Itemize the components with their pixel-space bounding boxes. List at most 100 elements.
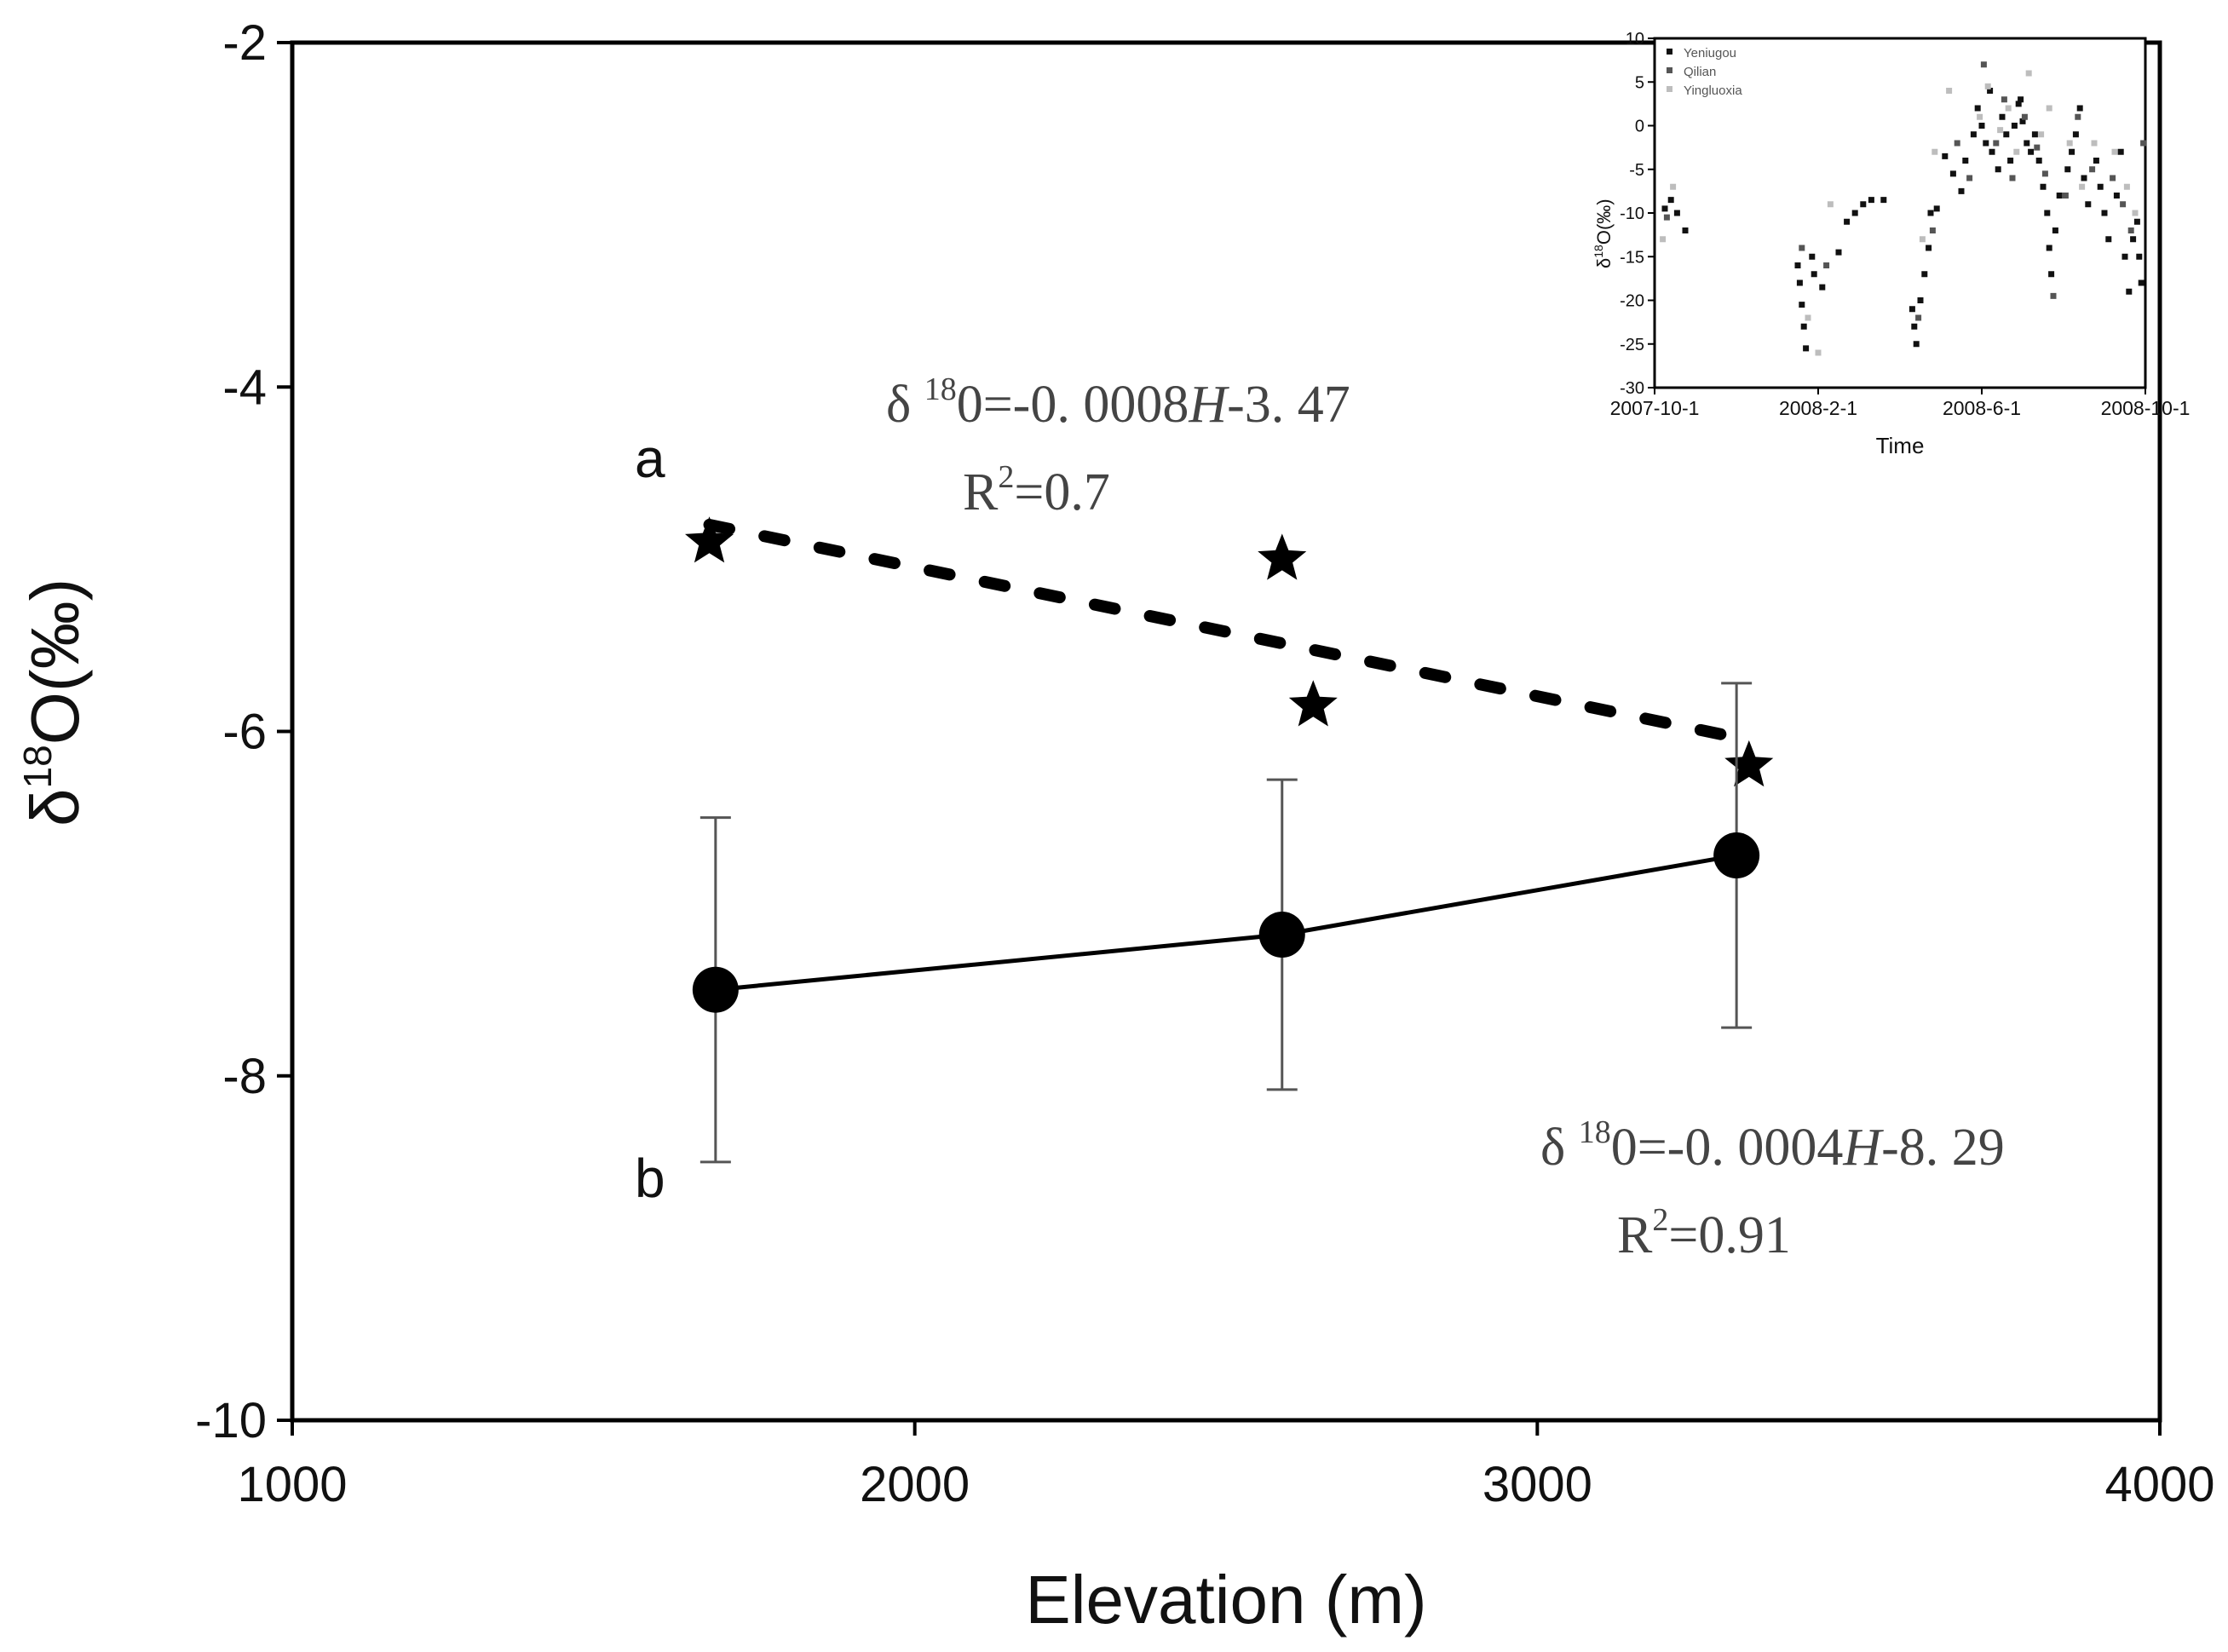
inset-plot-frame (1653, 37, 2147, 389)
inset-point-yeniugou (1800, 323, 1807, 330)
inset-point-yeniugou (1811, 271, 1817, 278)
inset-point-yingluoxia (2038, 131, 2045, 138)
inset-point-qilian (2001, 96, 2007, 103)
inset-point-yeniugou (2003, 131, 2010, 138)
equation-a-prefix: δ (886, 376, 924, 434)
inset-x-tick-label: 2008-10-1 (2101, 397, 2191, 419)
inset-y-axis-title: δ18O(‰) (1592, 199, 1615, 268)
series-b-group (692, 682, 1760, 1164)
inset-point-yeniugou (1803, 345, 1810, 352)
inset-point-yeniugou (1796, 279, 1803, 286)
equation-a-tail: -3. 47 (1227, 376, 1350, 434)
inset-point-yeniugou (2018, 96, 2024, 103)
inset-point-yeniugou (2064, 166, 2071, 173)
inset-point-yeniugou (1682, 227, 1689, 233)
inset-point-yeniugou (1927, 210, 1934, 216)
inset-point-yeniugou (1983, 140, 1989, 147)
inset-point-yeniugou (2130, 236, 2137, 243)
inset-point-yeniugou (1835, 249, 1842, 256)
r-squared-b: R2=0.91 (1617, 1202, 1791, 1264)
inset-y-axis-title-sup: 18 (1592, 245, 1605, 258)
inset-point-yeniugou (2052, 227, 2058, 233)
inset-point-yingluoxia (1805, 314, 1811, 321)
inset-point-yeniugou (1809, 253, 1816, 260)
inset-y-axis-title-delta: δ (1593, 258, 1615, 268)
inset-point-yeniugou (2028, 148, 2035, 155)
inset-point-yeniugou (2024, 140, 2030, 147)
inset-y-tick-label: 10 (1626, 30, 1644, 49)
inset-legend-swatch (1667, 67, 1672, 73)
series-b-circle-point (1713, 832, 1760, 879)
x-tick-label: 3000 (1482, 1457, 1592, 1512)
equation-b-italic: H (1842, 1119, 1884, 1177)
inset-point-yeniugou (1987, 88, 1994, 94)
y-axis-title-sup: 18 (15, 745, 60, 788)
r-squared-a-sup: 2 (998, 459, 1014, 495)
inset-point-yingluoxia (2025, 70, 2032, 77)
inset-point-yeniugou (2040, 183, 2047, 190)
inset-point-yeniugou (1661, 205, 1668, 212)
inset-legend-swatch (1667, 49, 1672, 55)
inset-point-yeniugou (2117, 148, 2124, 155)
inset-point-yeniugou (2007, 158, 2014, 164)
inset-point-yeniugou (1989, 148, 1995, 155)
inset-point-yingluoxia (1670, 183, 1677, 190)
equation-b-tail: -8. 29 (1881, 1119, 2005, 1177)
r-squared-b-value: =0.91 (1668, 1206, 1790, 1264)
inset-point-yeniugou (2011, 123, 2018, 129)
inset-point-qilian (2041, 170, 2048, 177)
inset-point-yeniugou (1911, 323, 1918, 330)
inset-point-qilian (1929, 227, 1936, 233)
inset-x-tick-label: 2008-2-1 (1779, 397, 1857, 419)
x-tick-label: 1000 (237, 1457, 347, 1512)
inset-point-yeniugou (2133, 218, 2140, 225)
inset-point-qilian (1993, 140, 2000, 147)
inset-point-qilian (1966, 175, 1973, 181)
inset-point-yeniugou (1667, 197, 1674, 204)
inset-point-yeniugou (2069, 148, 2075, 155)
inset-point-yingluoxia (2132, 210, 2139, 216)
inset-point-yeniugou (2048, 271, 2055, 278)
y-tick-label: -10 (195, 1393, 267, 1448)
inset-legend-label: Yingluoxia (1684, 83, 1742, 98)
y-tick-label: -6 (222, 705, 267, 760)
inset-point-yeniugou (1908, 306, 1915, 313)
r-squared-a-prefix: R (963, 463, 999, 521)
inset-point-yingluoxia (2046, 105, 2052, 112)
inset-point-yeniugou (1844, 218, 1851, 225)
inset-x-axis-title: Time (1876, 433, 1925, 458)
r-squared-b-sup: 2 (1652, 1202, 1668, 1238)
r-squared-b-prefix: R (1617, 1206, 1653, 1264)
inset-point-yeniugou (1913, 341, 1920, 348)
inset-point-yeniugou (1673, 210, 1680, 216)
inset-point-yingluoxia (2079, 183, 2086, 190)
inset-point-yeniugou (2046, 245, 2052, 251)
inset-point-yingluoxia (2111, 148, 2118, 155)
inset-point-yeniugou (2015, 101, 2022, 107)
inset-point-yeniugou (1799, 302, 1805, 308)
inset-y-tick-label: -10 (1620, 204, 1644, 223)
inset-point-qilian (1663, 214, 1670, 221)
inset-point-yingluoxia (1660, 236, 1667, 243)
inset-y-tick-label: -20 (1620, 292, 1644, 311)
inset-point-qilian (1915, 314, 1922, 321)
inset-point-qilian (2140, 140, 2147, 147)
inset-point-yeniugou (1999, 113, 2006, 120)
inset-y-tick-label: -5 (1629, 161, 1644, 180)
inset-point-yeniugou (2044, 210, 2051, 216)
inset-point-yeniugou (1794, 262, 1801, 268)
inset-legend: Yeniugou Qilian Yingluoxia (1667, 46, 1742, 98)
inset-point-yeniugou (2072, 131, 2079, 138)
inset-point-yeniugou (2081, 175, 2087, 181)
equation-a-body: 0=-0. 0008 (957, 376, 1189, 434)
series-b-circle-point (1258, 912, 1305, 958)
inset-y-tick-label: 0 (1635, 118, 1644, 136)
inset-point-qilian (2062, 193, 2069, 199)
inset-point-yeniugou (2113, 193, 2120, 199)
inset-legend-label: Yeniugou (1684, 46, 1736, 60)
equation-a: δ 180=-0. 0008H-3. 47 (886, 371, 1350, 434)
inset-point-yeniugou (2101, 210, 2108, 216)
inset-point-yeniugou (2097, 183, 2104, 190)
inset-point-qilian (2120, 201, 2127, 208)
inset-point-yeniugou (2105, 236, 2112, 243)
